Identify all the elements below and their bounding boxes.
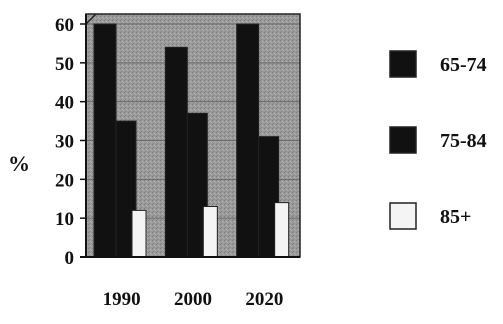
x-tick-label: 2000 bbox=[174, 289, 212, 310]
y-tick-label: 40 bbox=[55, 93, 74, 114]
bar-85+-2020 bbox=[274, 202, 290, 258]
bar-85+-2000 bbox=[202, 206, 218, 258]
legend: 65-74 75-84 85+ bbox=[389, 50, 487, 230]
legend-label: 85+ bbox=[440, 206, 471, 228]
y-tick-label: 30 bbox=[55, 132, 74, 153]
x-tick-label: 2020 bbox=[245, 289, 283, 310]
y-axis: 0 10 20 30 40 50 60 bbox=[55, 14, 87, 269]
legend-swatch bbox=[389, 126, 417, 154]
y-tick-label: 0 bbox=[65, 248, 75, 269]
legend-item-85+: 85+ bbox=[389, 202, 471, 230]
legend-swatch bbox=[389, 202, 417, 230]
y-tick-label: 20 bbox=[55, 170, 74, 191]
y-tick-label: 60 bbox=[55, 15, 74, 36]
y-axis-label: % bbox=[8, 151, 30, 176]
legend-item-75-84: 75-84 bbox=[389, 126, 487, 154]
legend-label: 75-84 bbox=[440, 130, 487, 152]
bar-85+-1990 bbox=[131, 209, 147, 258]
legend-label: 65-74 bbox=[440, 54, 487, 76]
bar-65-74-2020 bbox=[236, 23, 260, 258]
bars bbox=[93, 23, 290, 258]
legend-swatch bbox=[389, 50, 417, 78]
y-tick-label: 50 bbox=[55, 54, 74, 75]
bar-65-74-1990 bbox=[93, 23, 117, 258]
y-tick-label: 10 bbox=[55, 209, 74, 230]
x-axis: 1990 2000 2020 bbox=[80, 256, 300, 310]
x-tick-label: 1990 bbox=[103, 289, 141, 310]
bar-65-74-2000 bbox=[164, 46, 188, 258]
legend-item-65-74: 65-74 bbox=[389, 50, 487, 78]
